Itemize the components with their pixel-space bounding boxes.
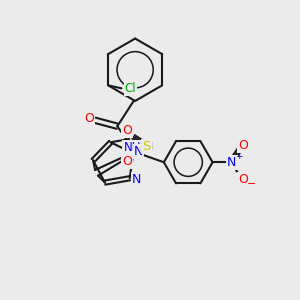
Text: O: O (238, 139, 248, 152)
Text: H: H (145, 142, 153, 152)
Text: +: + (235, 152, 242, 161)
Text: −: − (247, 179, 256, 189)
Text: N: N (134, 145, 143, 158)
Text: S: S (142, 140, 151, 153)
Text: O: O (122, 124, 132, 137)
Text: O: O (122, 155, 132, 168)
Text: N: N (132, 173, 141, 186)
Text: O: O (84, 112, 94, 125)
Text: N: N (227, 156, 237, 169)
Text: O: O (238, 173, 248, 186)
Text: NH: NH (123, 140, 141, 154)
Text: Cl: Cl (124, 82, 136, 95)
